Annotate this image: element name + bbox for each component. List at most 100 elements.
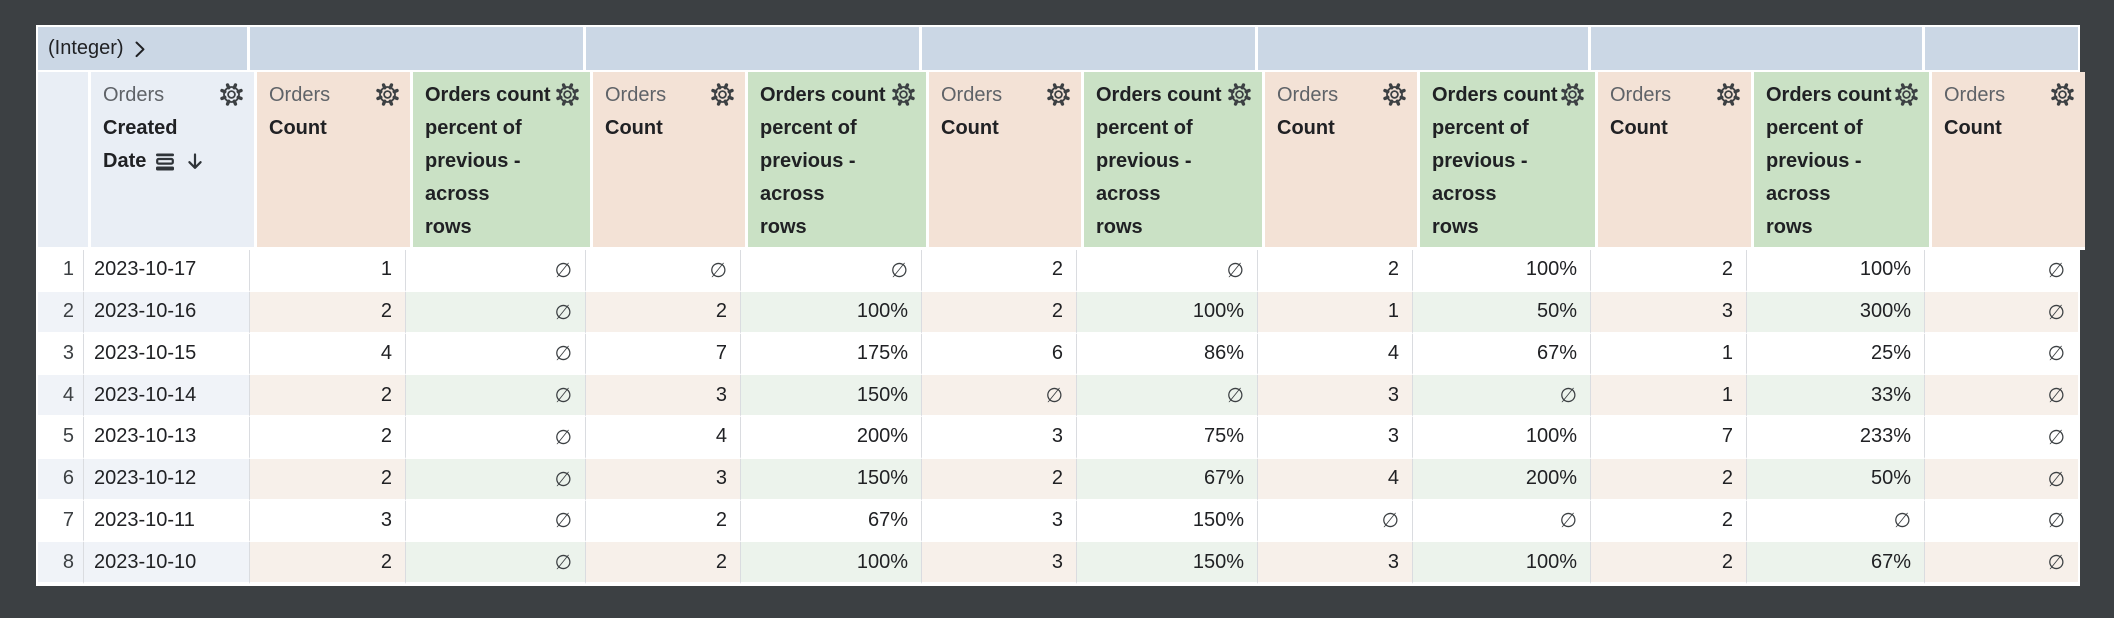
date-cell[interactable]: 2023-10-13 [84, 417, 250, 459]
value-cell[interactable]: 300% [1747, 291, 1925, 334]
null-value-cell[interactable]: ∅ [406, 375, 586, 417]
column-header-orders-count[interactable]: Orders Count [1932, 72, 2085, 250]
value-cell[interactable]: 2 [250, 417, 406, 459]
value-cell[interactable]: 2 [1591, 250, 1747, 292]
value-cell[interactable]: 100% [1747, 250, 1925, 292]
value-cell[interactable]: 2 [922, 458, 1077, 501]
value-cell[interactable]: 2 [1591, 458, 1747, 501]
value-cell[interactable]: 2 [250, 542, 406, 584]
null-value-cell[interactable]: ∅ [1925, 375, 2078, 417]
value-cell[interactable]: 50% [1413, 291, 1591, 334]
value-cell[interactable]: 3 [586, 375, 741, 417]
column-header-orders-count[interactable]: Orders Count [1265, 72, 1420, 250]
gear-icon[interactable] [374, 81, 401, 108]
gear-icon[interactable] [709, 81, 736, 108]
value-cell[interactable]: 100% [1077, 291, 1258, 334]
date-cell[interactable]: 2023-10-11 [84, 500, 250, 543]
date-cell[interactable]: 2023-10-15 [84, 333, 250, 376]
null-value-cell[interactable]: ∅ [406, 500, 586, 543]
null-value-cell[interactable]: ∅ [406, 291, 586, 334]
null-value-cell[interactable]: ∅ [1925, 500, 2078, 543]
null-value-cell[interactable]: ∅ [1747, 500, 1925, 543]
value-cell[interactable]: 3 [1258, 417, 1413, 459]
null-value-cell[interactable]: ∅ [1925, 291, 2078, 334]
value-cell[interactable]: 1 [1258, 291, 1413, 334]
value-cell[interactable]: 2 [250, 291, 406, 334]
gear-icon[interactable] [890, 81, 917, 108]
value-cell[interactable]: 100% [1413, 542, 1591, 584]
value-cell[interactable]: 2 [586, 291, 741, 334]
value-cell[interactable]: 150% [741, 375, 922, 417]
value-cell[interactable]: 2 [922, 291, 1077, 334]
value-cell[interactable]: 2 [250, 458, 406, 501]
value-cell[interactable]: 3 [922, 500, 1077, 543]
null-value-cell[interactable]: ∅ [1925, 458, 2078, 501]
value-cell[interactable]: 150% [1077, 542, 1258, 584]
value-cell[interactable]: 100% [1413, 417, 1591, 459]
null-value-cell[interactable]: ∅ [406, 542, 586, 584]
value-cell[interactable]: 3 [250, 500, 406, 543]
column-header-orders-count[interactable]: Orders Count [593, 72, 748, 250]
value-cell[interactable]: 7 [586, 333, 741, 376]
value-cell[interactable]: 2 [1258, 250, 1413, 292]
null-value-cell[interactable]: ∅ [406, 333, 586, 376]
null-value-cell[interactable]: ∅ [741, 250, 922, 292]
gear-icon[interactable] [1045, 81, 1072, 108]
null-value-cell[interactable]: ∅ [922, 375, 1077, 417]
value-cell[interactable]: 67% [1747, 542, 1925, 584]
value-cell[interactable]: 4 [1258, 333, 1413, 376]
value-cell[interactable]: 1 [1591, 333, 1747, 376]
value-cell[interactable]: 2 [586, 500, 741, 543]
null-value-cell[interactable]: ∅ [1925, 542, 2078, 584]
column-header-orders-count[interactable]: Orders Count [1598, 72, 1754, 250]
gear-icon[interactable] [1893, 81, 1920, 108]
value-cell[interactable]: 3 [922, 417, 1077, 459]
null-value-cell[interactable]: ∅ [1077, 250, 1258, 292]
value-cell[interactable]: 67% [1077, 458, 1258, 501]
gear-icon[interactable] [218, 81, 245, 108]
column-header-orders-count[interactable]: Orders Count [929, 72, 1084, 250]
date-cell[interactable]: 2023-10-10 [84, 542, 250, 584]
value-cell[interactable]: 3 [1258, 375, 1413, 417]
value-cell[interactable]: 200% [1413, 458, 1591, 501]
value-cell[interactable]: 3 [586, 458, 741, 501]
value-cell[interactable]: 3 [922, 542, 1077, 584]
null-value-cell[interactable]: ∅ [1413, 375, 1591, 417]
null-value-cell[interactable]: ∅ [1077, 375, 1258, 417]
pivot-field-label[interactable]: (Integer) [48, 37, 124, 59]
value-cell[interactable]: 25% [1747, 333, 1925, 376]
value-cell[interactable]: 2 [1591, 500, 1747, 543]
value-cell[interactable]: 150% [741, 458, 922, 501]
null-value-cell[interactable]: ∅ [406, 458, 586, 501]
date-cell[interactable]: 2023-10-17 [84, 250, 250, 292]
value-cell[interactable]: 3 [1591, 291, 1747, 334]
null-value-cell[interactable]: ∅ [1258, 500, 1413, 543]
null-value-cell[interactable]: ∅ [1413, 500, 1591, 543]
value-cell[interactable]: 100% [741, 291, 922, 334]
value-cell[interactable]: 33% [1747, 375, 1925, 417]
column-header-orders-count-percent-of-previous[interactable]: Orders count percent of previous - across ro… [413, 72, 593, 250]
gear-icon[interactable] [1226, 81, 1253, 108]
value-cell[interactable]: 100% [1413, 250, 1591, 292]
value-cell[interactable]: 2 [922, 250, 1077, 292]
pivot-band-segment[interactable]: (Integer) [38, 27, 250, 72]
value-cell[interactable]: 67% [1413, 333, 1591, 376]
gear-icon[interactable] [1381, 81, 1408, 108]
gear-icon[interactable] [554, 81, 581, 108]
value-cell[interactable]: 3 [1258, 542, 1413, 584]
value-cell[interactable]: 175% [741, 333, 922, 376]
value-cell[interactable]: 2 [586, 542, 741, 584]
value-cell[interactable]: 50% [1747, 458, 1925, 501]
value-cell[interactable]: 4 [250, 333, 406, 376]
value-cell[interactable]: 4 [586, 417, 741, 459]
null-value-cell[interactable]: ∅ [1925, 417, 2078, 459]
value-cell[interactable]: 2 [1591, 542, 1747, 584]
null-value-cell[interactable]: ∅ [1925, 333, 2078, 376]
null-value-cell[interactable]: ∅ [406, 417, 586, 459]
gear-icon[interactable] [1559, 81, 1586, 108]
null-value-cell[interactable]: ∅ [1925, 250, 2078, 292]
value-cell[interactable]: 233% [1747, 417, 1925, 459]
column-header-orders-count-percent-of-previous[interactable]: Orders count percent of previous - across ro… [1420, 72, 1598, 250]
gear-icon[interactable] [1715, 81, 1742, 108]
null-value-cell[interactable]: ∅ [406, 250, 586, 292]
